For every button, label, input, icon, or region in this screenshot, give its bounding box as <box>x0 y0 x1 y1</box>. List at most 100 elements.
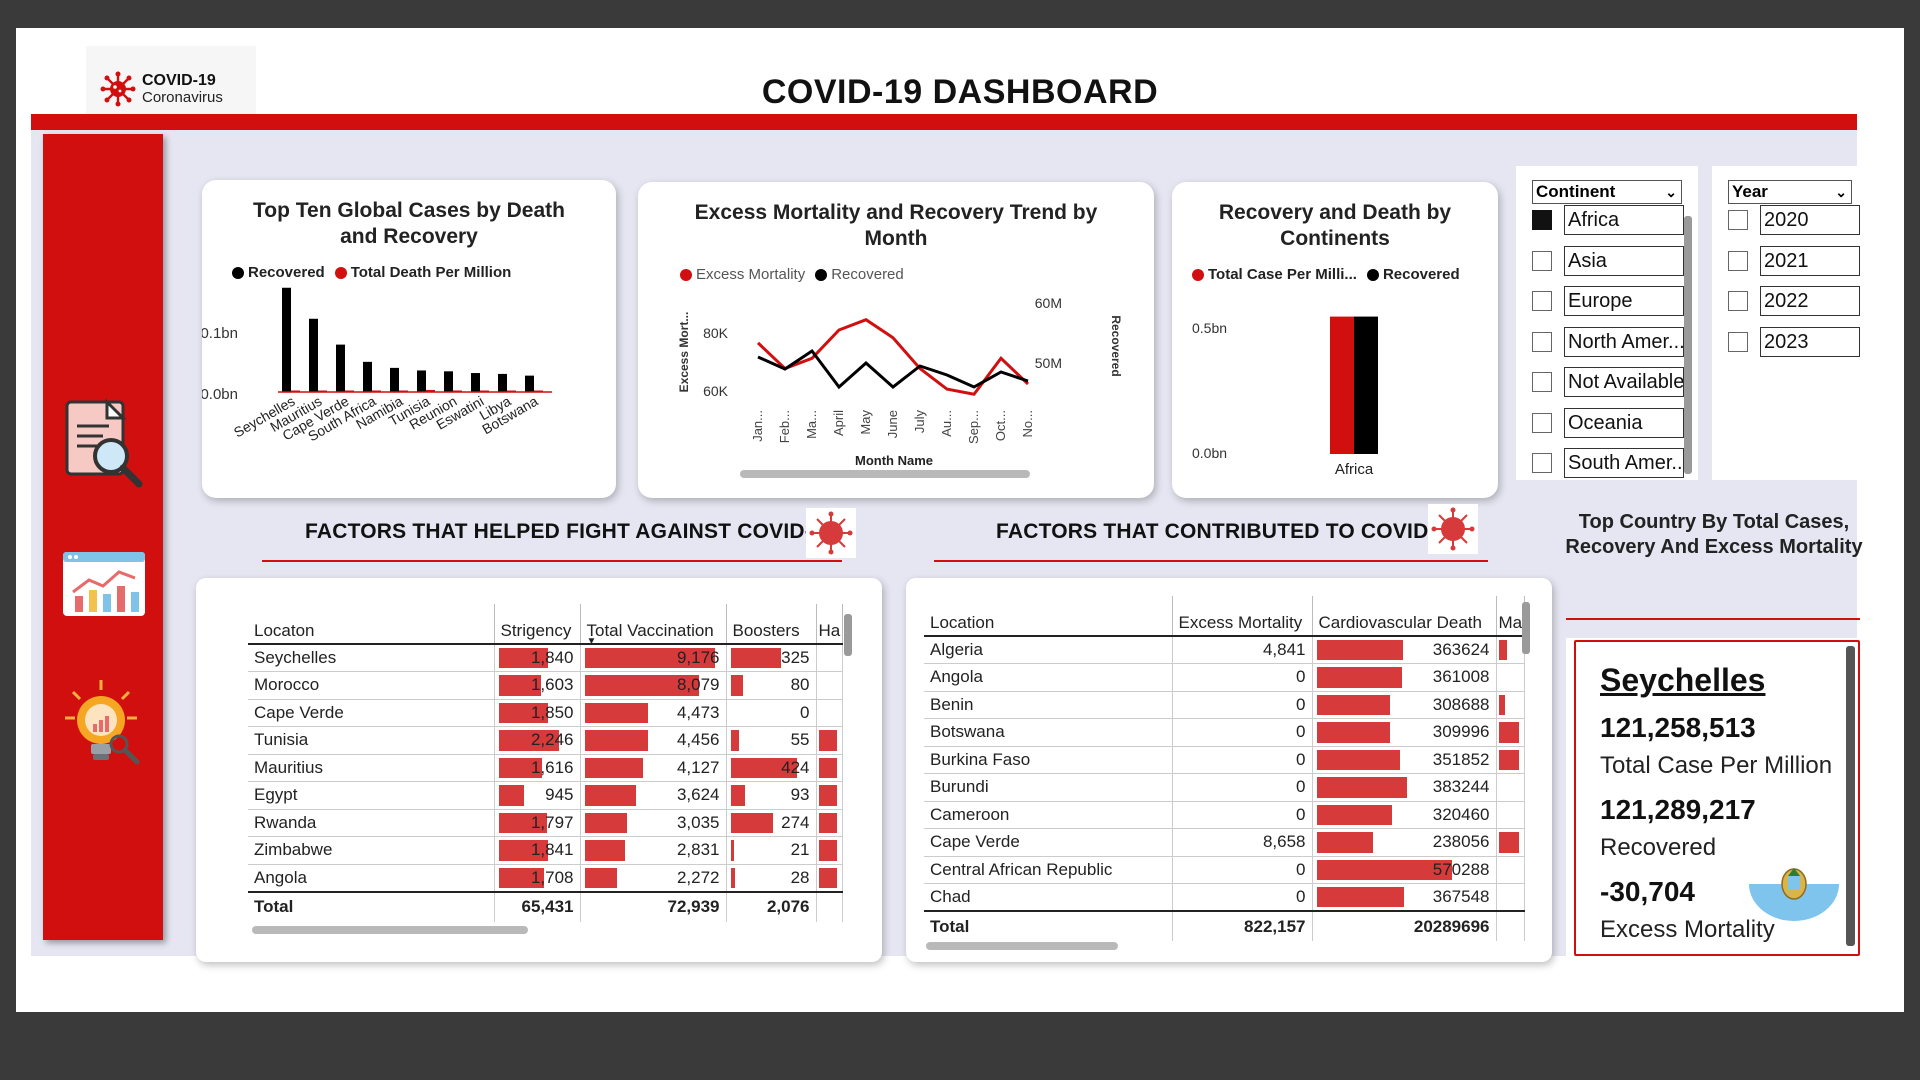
year-option-label[interactable]: 2023 <box>1760 326 1860 357</box>
continent-slicer-scrollbar[interactable] <box>1684 216 1692 474</box>
year-slicer-header[interactable]: Year ⌄ <box>1728 180 1852 204</box>
continent-option-item[interactable]: Africa <box>1532 205 1684 235</box>
chart-top-ten-title: Top Ten Global Cases by Death and Recove… <box>253 199 565 248</box>
continent-option-item[interactable]: South Amer... <box>1532 448 1684 478</box>
year-option-label[interactable]: 2022 <box>1760 286 1860 316</box>
continent-option-item[interactable]: Oceania <box>1532 407 1684 438</box>
cell-ma <box>1496 828 1526 857</box>
continent-option-checkbox[interactable] <box>1532 291 1552 311</box>
continent-option-checkbox[interactable] <box>1532 453 1552 473</box>
year-option-checkbox[interactable] <box>1728 291 1748 311</box>
idea-bulb-icon[interactable] <box>53 674 153 774</box>
table-row[interactable]: Mauritius 1,616 4,127 424 <box>248 754 844 782</box>
table-row[interactable]: Morocco 1,603 8,079 80 <box>248 671 844 700</box>
col-location-r[interactable]: Location <box>924 596 1173 637</box>
continent-option-item[interactable]: Asia <box>1532 245 1684 276</box>
sort-desc-icon[interactable]: ▼ <box>586 636 597 647</box>
top-country-scrollbar[interactable] <box>1846 646 1855 946</box>
continent-option-label[interactable]: North Amer... <box>1564 326 1684 357</box>
data-bar <box>498 785 524 806</box>
continent-option-item[interactable]: North Amer... <box>1532 326 1684 357</box>
table-contributed-scrollbar-v[interactable] <box>1522 602 1530 654</box>
continent-option-checkbox[interactable] <box>1532 412 1552 433</box>
continent-option-checkbox[interactable] <box>1532 331 1552 352</box>
continent-option-item[interactable]: Not Available <box>1532 367 1684 397</box>
cell-location: Burundi <box>924 773 1173 802</box>
analytics-dashboard-icon[interactable] <box>53 534 153 634</box>
chart-trend-card[interactable]: Excess Mortality and Recovery Trend by M… <box>638 182 1154 498</box>
table-row[interactable]: Angola 0 361008 <box>924 663 1526 692</box>
year-option-item[interactable]: 2020 <box>1728 205 1860 235</box>
continent-option-label[interactable]: Africa <box>1564 205 1684 235</box>
continent-option-label[interactable]: Oceania <box>1564 407 1684 438</box>
table-row[interactable]: Burundi 0 383244 <box>924 773 1526 802</box>
continent-option-checkbox[interactable] <box>1532 250 1552 271</box>
table-helped-scrollbar-h[interactable] <box>252 926 528 934</box>
continent-option-item[interactable]: Europe <box>1532 286 1684 316</box>
year-option-item[interactable]: 2023 <box>1728 326 1860 357</box>
chevron-down-icon[interactable]: ⌄ <box>1665 184 1677 200</box>
cell-excess-mortality: 0 <box>1172 773 1313 802</box>
year-option-checkbox[interactable] <box>1728 250 1748 271</box>
continent-option-checkbox[interactable] <box>1532 372 1552 392</box>
continent-option-label[interactable]: Europe <box>1564 286 1684 316</box>
col-ma[interactable]: Ma <box>1496 596 1526 637</box>
continent-option-label[interactable]: South Amer... <box>1564 448 1684 478</box>
year-option-item[interactable]: 2021 <box>1728 245 1860 276</box>
chevron-down-icon[interactable]: ⌄ <box>1835 184 1847 200</box>
col-total-vaccination[interactable]: Total Vaccination ▼ <box>580 604 727 647</box>
table-row[interactable]: Seychelles 1,840 9,176 325 <box>248 644 844 672</box>
table-row[interactable]: Botswana 0 309996 <box>924 718 1526 747</box>
chart-trend-scrollbar[interactable] <box>740 470 1030 478</box>
cell-excess-mortality: 0 <box>1172 663 1313 692</box>
continent-option-label[interactable]: Not Available <box>1564 367 1684 397</box>
table-contributed[interactable]: Location Excess Mortality Cardiovascular… <box>924 596 1526 941</box>
table-row[interactable]: Tunisia 2,246 4,456 55 <box>248 726 844 755</box>
year-slicer[interactable]: Year ⌄ 2020 2021 2022 2023 <box>1712 166 1870 480</box>
report-search-icon[interactable] <box>53 394 153 494</box>
chart-continent-plot[interactable]: 0.5bn 0.0bn Africa <box>1172 182 1498 498</box>
table-row[interactable]: Angola 1,708 2,272 28 <box>248 864 844 892</box>
continent-option-label[interactable]: Asia <box>1564 245 1684 276</box>
cell-location-text: Egypt <box>254 785 298 805</box>
chart-trend-plot[interactable]: 80K 60K 60M 50M Excess Mort... Recovered Month… <box>638 182 1154 498</box>
cell-location-text: Angola <box>930 667 983 687</box>
year-option-label[interactable]: 2020 <box>1760 205 1860 235</box>
table-row[interactable]: Cape Verde 8,658 238056 <box>924 828 1526 857</box>
col-boosters[interactable]: Boosters <box>726 604 817 645</box>
table-row[interactable]: Algeria 4,841 363624 <box>924 636 1526 664</box>
table-row[interactable]: Cape Verde 1,850 4,473 0 <box>248 699 844 727</box>
col-excess-mortality[interactable]: Excess Mortality <box>1172 596 1313 637</box>
table-contributed-scrollbar-h[interactable] <box>926 942 1118 950</box>
col-location[interactable]: Locaton <box>248 604 495 645</box>
cell-boosters: 80 <box>726 671 817 700</box>
table-row[interactable]: Rwanda 1,797 3,035 274 <box>248 809 844 837</box>
continent-option-checkbox[interactable] <box>1532 210 1552 230</box>
continent-slicer-header[interactable]: Continent ⌄ <box>1532 180 1682 204</box>
col-ha[interactable]: Ha <box>816 604 844 645</box>
year-option-label[interactable]: 2021 <box>1760 245 1860 276</box>
table-row[interactable]: Cameroon 0 320460 <box>924 801 1526 829</box>
table-row[interactable]: Chad 0 367548 <box>924 883 1526 912</box>
continent-slicer[interactable]: Continent ⌄ Africa Asia Europe North Amer..… <box>1516 166 1698 480</box>
table-row[interactable]: Zimbabwe 1,841 2,831 21 <box>248 836 844 865</box>
year-option-item[interactable]: 2022 <box>1728 286 1860 316</box>
col-strigency[interactable]: Strigency <box>494 604 581 645</box>
cell-strigency: 1,840 <box>494 644 581 672</box>
cell-location-text: Burkina Faso <box>930 749 1031 769</box>
table-helped-scrollbar-v[interactable] <box>844 614 852 656</box>
cell-location-text: Angola <box>254 867 307 887</box>
chart-continent-card[interactable]: Recovery and Death by Continents Total C… <box>1172 182 1498 498</box>
table-helped[interactable]: Locaton Strigency Total Vaccination ▼ Boo… <box>248 604 844 922</box>
table-contributed-card[interactable]: Location Excess Mortality Cardiovascular… <box>906 578 1552 962</box>
year-option-checkbox[interactable] <box>1728 331 1748 352</box>
table-row[interactable]: Central African Republic 0 570288 <box>924 856 1526 884</box>
table-row[interactable]: Egypt 945 3,624 93 <box>248 781 844 810</box>
col-cardio-death[interactable]: Cardiovascular Death <box>1312 596 1497 637</box>
table-row[interactable]: Benin 0 308688 <box>924 691 1526 719</box>
table-row[interactable]: Burkina Faso 0 351852 <box>924 746 1526 774</box>
chart-top-ten-card[interactable]: Top Ten Global Cases by Death and Recove… <box>202 180 616 498</box>
table-helped-card[interactable]: Locaton Strigency Total Vaccination ▼ Boo… <box>196 578 882 962</box>
year-option-checkbox[interactable] <box>1728 210 1748 230</box>
